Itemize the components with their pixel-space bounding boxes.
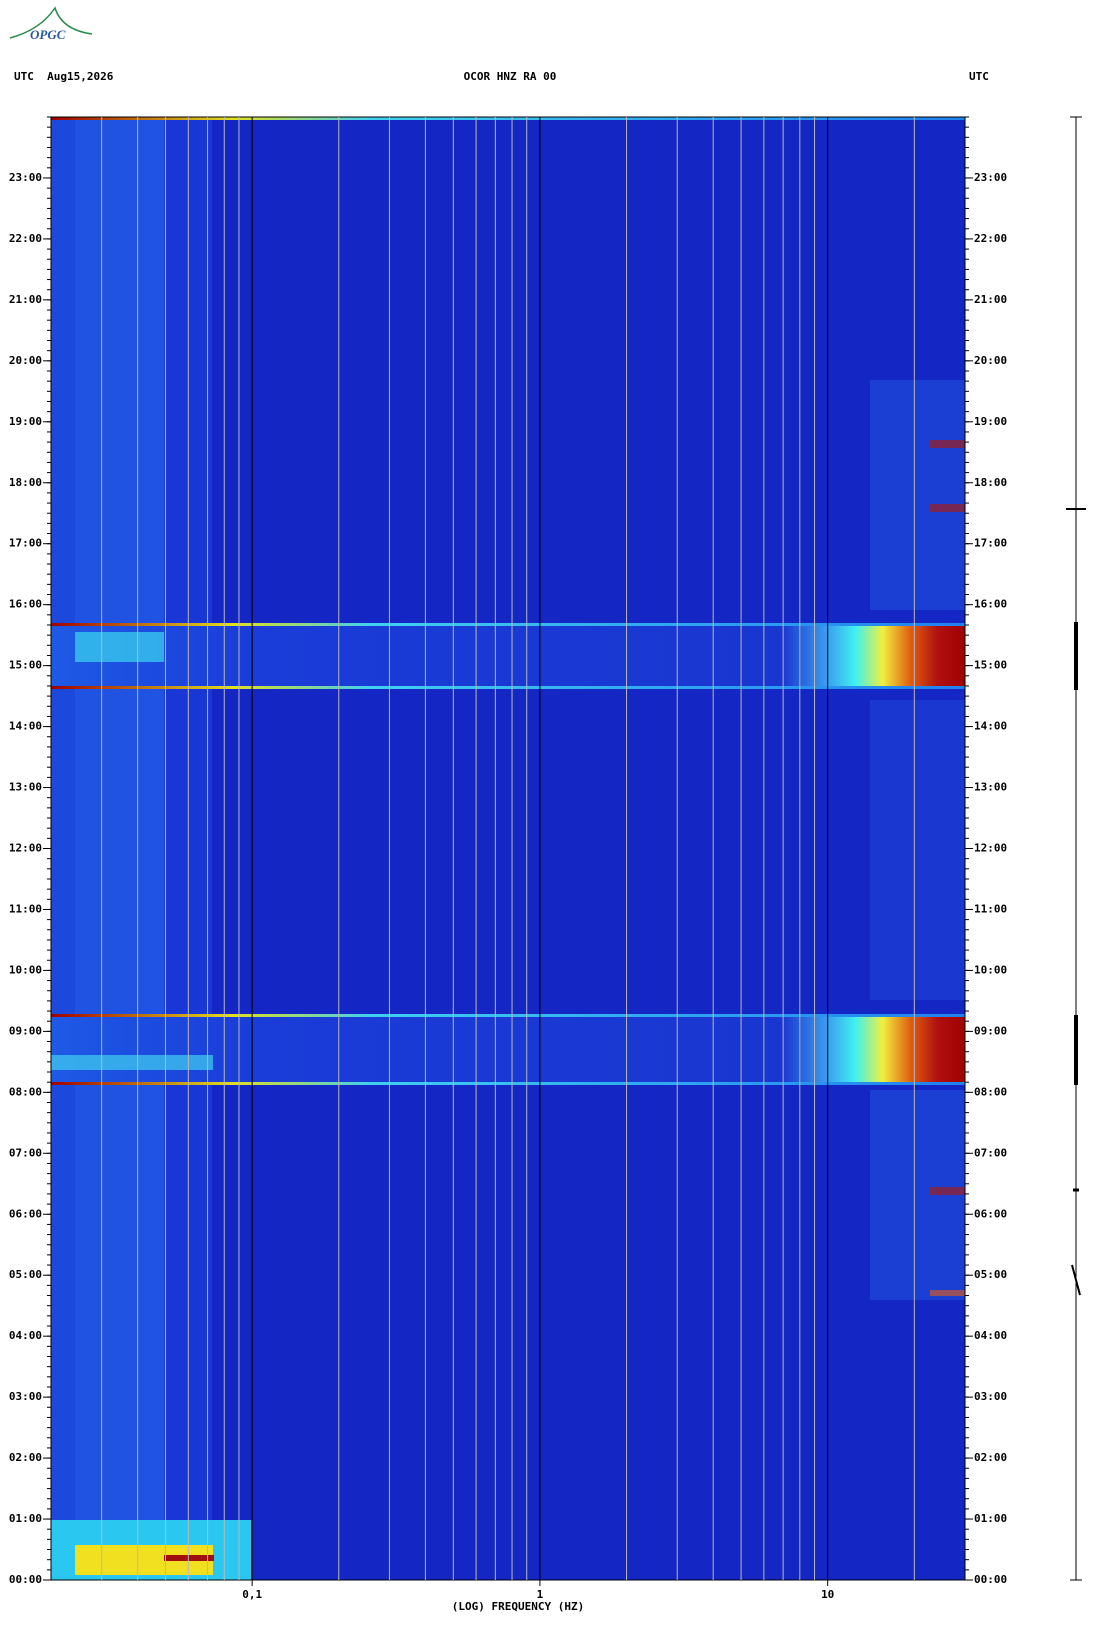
y-tick-label-right: 15:00	[974, 659, 1007, 672]
y-tick-label: 15:00	[9, 659, 42, 672]
right-header: UTC	[969, 70, 989, 83]
y-tick-label: 05:00	[9, 1268, 42, 1281]
y-tick-label-right: 01:00	[974, 1512, 1007, 1525]
y-tick-label-right: 00:00	[974, 1573, 1007, 1586]
y-tick-label-right: 22:00	[974, 232, 1007, 245]
y-tick-label: 23:00	[9, 171, 42, 184]
y-tick-label: 04:00	[9, 1329, 42, 1342]
y-tick-label: 06:00	[9, 1207, 42, 1220]
y-tick-label-right: 10:00	[974, 963, 1007, 976]
y-tick-label: 17:00	[9, 537, 42, 550]
chart-title: OCOR HNZ RA 00	[464, 70, 557, 83]
y-tick-label-right: 06:00	[974, 1207, 1007, 1220]
y-tick-label-right: 20:00	[974, 354, 1007, 367]
y-tick-label-right: 11:00	[974, 902, 1007, 915]
y-tick-label-right: 05:00	[974, 1268, 1007, 1281]
y-tick-label-right: 14:00	[974, 720, 1007, 733]
y-tick-label-right: 12:00	[974, 842, 1007, 855]
seismogram-trace	[1066, 116, 1086, 1581]
x-axis-label: (LOG) FREQUENCY (HZ)	[452, 1600, 584, 1613]
y-tick-label-right: 13:00	[974, 781, 1007, 794]
y-tick-label-right: 16:00	[974, 598, 1007, 611]
y-tick-label: 09:00	[9, 1024, 42, 1037]
y-tick-label-right: 18:00	[974, 476, 1007, 489]
x-tick-label: 1	[537, 1588, 544, 1601]
y-tick-label: 10:00	[9, 963, 42, 976]
y-tick-label: 08:00	[9, 1085, 42, 1098]
y-tick-label-right: 04:00	[974, 1329, 1007, 1342]
y-tick-label-right: 07:00	[974, 1146, 1007, 1159]
y-tick-label: 21:00	[9, 293, 42, 306]
y-tick-label: 22:00	[9, 232, 42, 245]
y-tick-label: 00:00	[9, 1573, 42, 1586]
y-tick-label: 16:00	[9, 598, 42, 611]
y-tick-label-right: 17:00	[974, 537, 1007, 550]
y-tick-label-right: 09:00	[974, 1024, 1007, 1037]
y-tick-label-right: 08:00	[974, 1085, 1007, 1098]
y-tick-label: 18:00	[9, 476, 42, 489]
y-tick-label-right: 23:00	[974, 171, 1007, 184]
y-tick-label: 02:00	[9, 1451, 42, 1464]
y-tick-label: 20:00	[9, 354, 42, 367]
y-tick-label: 12:00	[9, 842, 42, 855]
y-tick-label: 11:00	[9, 902, 42, 915]
x-tick-label: 10	[821, 1588, 834, 1601]
y-tick-label: 13:00	[9, 781, 42, 794]
y-tick-label-right: 03:00	[974, 1390, 1007, 1403]
logo: OPGC	[9, 6, 93, 42]
y-tick-label: 14:00	[9, 720, 42, 733]
y-tick-label-right: 19:00	[974, 415, 1007, 428]
logo-text: OPGC	[30, 27, 66, 42]
y-tick-label: 03:00	[9, 1390, 42, 1403]
y-tick-label-right: 21:00	[974, 293, 1007, 306]
left-header: UTC Aug15,2026	[14, 70, 114, 83]
x-tick-label: 0,1	[242, 1588, 262, 1601]
spectrogram	[51, 117, 965, 1580]
y-tick-label: 19:00	[9, 415, 42, 428]
y-tick-label-right: 02:00	[974, 1451, 1007, 1464]
y-tick-label: 01:00	[9, 1512, 42, 1525]
y-tick-label: 07:00	[9, 1146, 42, 1159]
